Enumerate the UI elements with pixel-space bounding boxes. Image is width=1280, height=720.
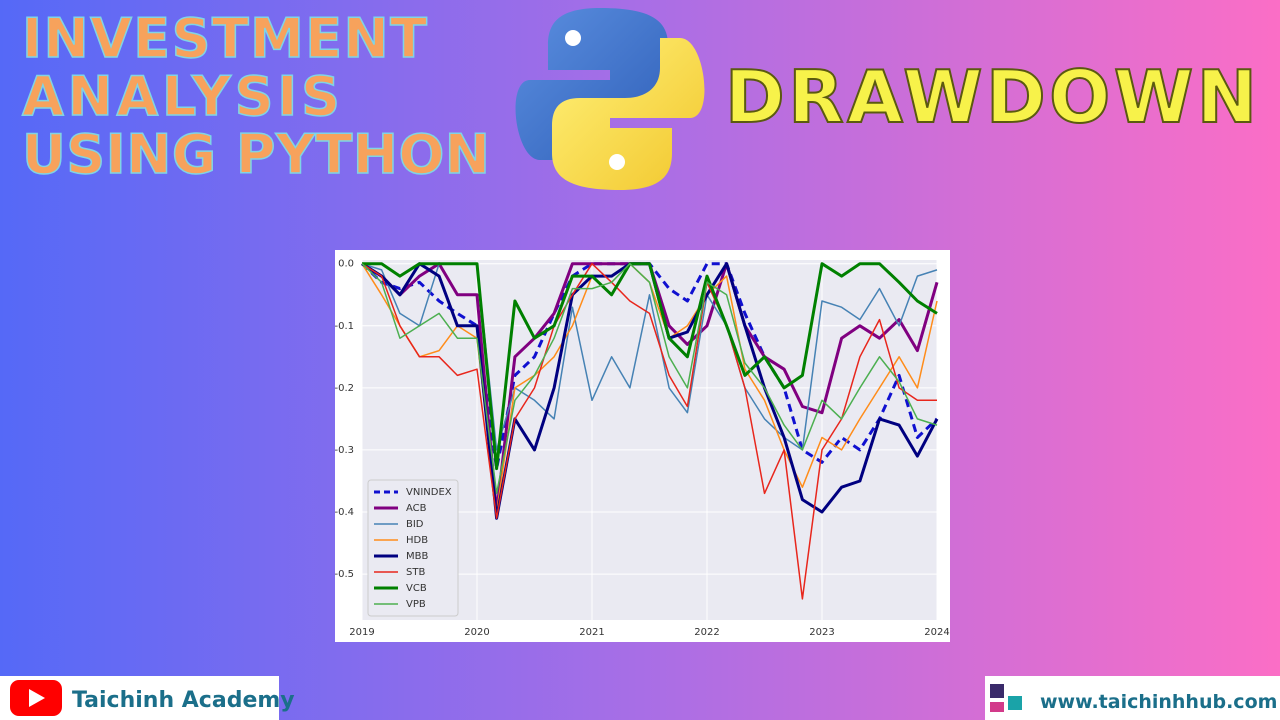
x-tick-label: 2019 [349,627,374,638]
legend-label: VCB [406,583,427,594]
y-tick-label: -0.4 [334,507,354,518]
data-line [362,262,938,471]
legend-label: VPB [406,599,426,610]
x-tick-label: 2022 [694,627,719,638]
title-line: USING PYTHON [22,123,490,186]
data-line [361,262,938,495]
legend-label: MBB [406,551,428,562]
x-tick-label: 2023 [809,627,834,638]
logo-block [990,702,1004,712]
x-tick-label: 2021 [579,627,604,638]
legend-label: VNINDEX [406,487,452,498]
logo-block [1008,696,1022,710]
python-logo [515,8,705,190]
legend-label: ACB [406,503,427,514]
legend-label: STB [406,567,425,578]
y-tick-label: -0.1 [334,321,354,332]
play-icon [29,689,45,707]
title-line: ANALYSIS [22,65,340,128]
legend-label: BID [406,519,424,530]
title-line: INVESTMENT [22,7,427,70]
legend-box [367,479,459,617]
chart: 0.0 -0.1 -0.2 -0.3 -0.4 -0.5 2019 2020 2021 2022 2… [334,259,949,638]
logo-block [990,684,1004,698]
legend-label: HDB [406,535,428,546]
y-tick-label: -0.5 [334,569,354,580]
y-tick-label: -0.3 [334,445,354,456]
website-badge [985,676,1280,720]
website: www.taichinhhub.com [1040,691,1277,713]
x-tick-label: 2024 [924,627,949,638]
channel-name: Taichinh Academy [72,688,295,713]
topic: DRAWDOWN [725,55,1257,139]
y-tick-label: -0.2 [334,383,354,394]
y-tick-label: 0.0 [338,259,354,270]
x-tick-label: 2020 [464,627,489,638]
